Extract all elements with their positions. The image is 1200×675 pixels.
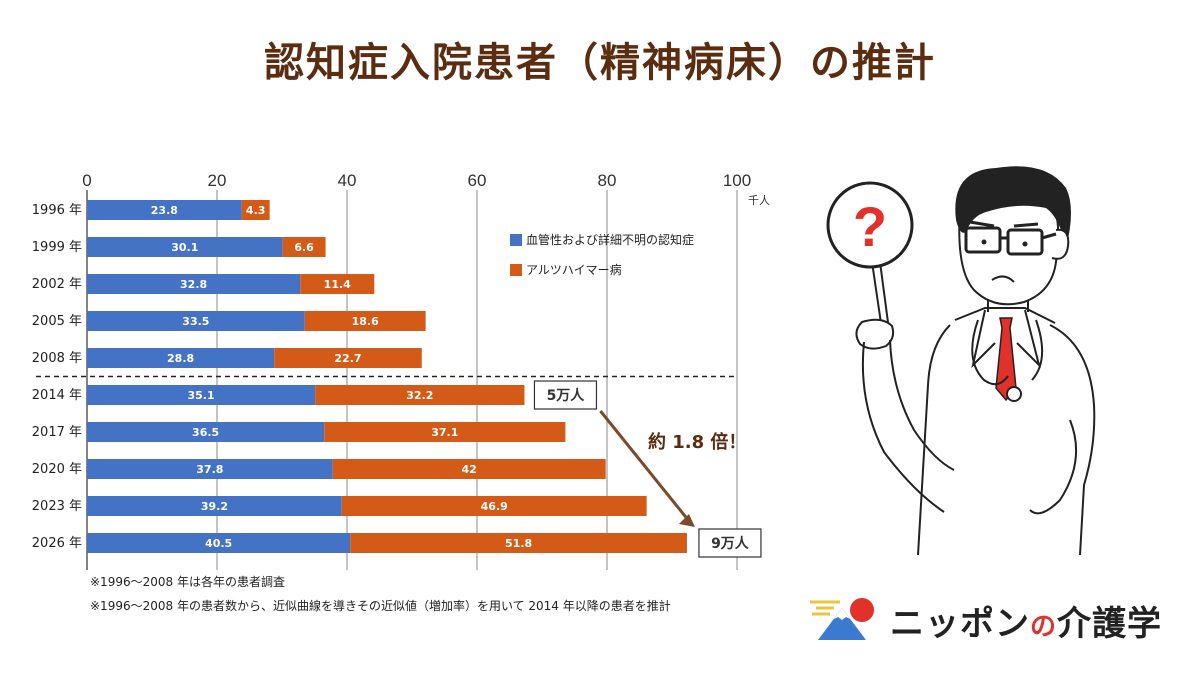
bar-value-label: 46.9 xyxy=(481,500,508,513)
bar-value-label: 33.5 xyxy=(182,315,209,328)
bar-segment xyxy=(282,237,326,257)
legend-swatch xyxy=(510,234,522,246)
bar-segment xyxy=(304,311,426,331)
x-tick-label: 20 xyxy=(208,171,227,190)
bar-segment xyxy=(87,459,333,479)
question-mark-icon: ? xyxy=(853,195,887,258)
category-label: 2002 年 xyxy=(32,277,82,292)
mount-fuji-logo-icon xyxy=(810,598,874,640)
logo-text: ニッポンの介護学 xyxy=(890,596,1162,645)
legend-label: アルツハイマー病 xyxy=(526,262,622,277)
legend-label: 血管性および詳細不明の認知症 xyxy=(526,232,694,247)
bar-segment xyxy=(341,496,647,516)
annotation-growth-ratio: 約 1.8 倍！ xyxy=(648,431,746,453)
growth-arrow xyxy=(599,410,691,522)
x-tick-label: 40 xyxy=(338,171,357,190)
bar-segment xyxy=(87,348,275,368)
bar-value-label: 11.4 xyxy=(324,278,351,291)
category-label: 2026 年 xyxy=(32,536,82,551)
bar-value-label: 32.8 xyxy=(180,278,207,291)
bar-segment xyxy=(87,237,283,257)
x-tick-label: 80 xyxy=(598,171,617,190)
bar-segment xyxy=(87,200,242,220)
category-label: 2017 年 xyxy=(32,425,82,440)
bar-value-label: 37.8 xyxy=(196,463,223,476)
bar-value-label: 37.1 xyxy=(431,426,458,439)
category-label: 1996 年 xyxy=(32,203,82,218)
bar-value-label: 18.6 xyxy=(352,315,379,328)
bar-value-label: 36.5 xyxy=(192,426,219,439)
bar-segment xyxy=(332,459,606,479)
x-unit-label: 千人 xyxy=(748,194,770,207)
category-label: 2008 年 xyxy=(32,351,82,366)
bar-segment xyxy=(87,385,316,405)
footnote-survey: ※1996～2008 年は各年の患者調査 xyxy=(90,575,285,589)
bar-segment xyxy=(87,311,305,331)
bar-segment xyxy=(315,385,525,405)
footnote-estimation: ※1996～2008 年の患者数から、近似曲線を導きその近似値（増加率）を用いて… xyxy=(90,599,671,613)
category-label: 2020 年 xyxy=(32,462,82,477)
bar-segment xyxy=(87,533,351,553)
annotation-9man: 9万人 xyxy=(711,535,750,552)
logo-text-no: の xyxy=(1030,612,1058,642)
bar-value-label: 28.8 xyxy=(167,352,194,365)
logo-text-kaigogaku: 介護学 xyxy=(1057,604,1163,644)
logo-text-nippon: ニッポン xyxy=(890,604,1030,644)
bar-segment xyxy=(87,496,342,516)
bar-value-label: 6.6 xyxy=(294,241,314,254)
category-label: 2005 年 xyxy=(32,314,82,329)
stacked-bar-chart: 0 20 40 60 80 100 千人 23.8 4.3 30.1 6.6 32.8 11.4 33.… xyxy=(32,171,770,570)
bar-value-label: 42 xyxy=(462,463,477,476)
bar-segment xyxy=(87,274,301,294)
bar-segment xyxy=(300,274,375,294)
bar-segment xyxy=(241,200,270,220)
bar-value-label: 4.3 xyxy=(246,204,266,217)
bar-value-label: 32.2 xyxy=(406,389,433,402)
category-label: 1999 年 xyxy=(32,240,82,255)
x-tick-label: 0 xyxy=(82,171,91,190)
category-label: 2023 年 xyxy=(32,499,82,514)
bar-segment xyxy=(274,348,422,368)
bar-value-label: 35.1 xyxy=(188,389,215,402)
question-sign xyxy=(826,181,914,269)
bar-value-label: 22.7 xyxy=(334,352,361,365)
doctor-illustration: ? xyxy=(826,166,1096,556)
annotation-box-9man xyxy=(698,528,762,558)
bar-value-label: 39.2 xyxy=(201,500,228,513)
annotation-5man: 5万人 xyxy=(547,387,586,404)
category-label: 2014 年 xyxy=(32,388,82,403)
growth-arrow-head xyxy=(678,514,695,527)
x-tick-label: 100 xyxy=(723,171,751,190)
page-title: 認知症入院患者（精神病床）の推計 xyxy=(264,40,936,86)
legend-swatch xyxy=(510,264,522,276)
bar-value-label: 40.5 xyxy=(205,537,232,550)
annotation-box-5man xyxy=(533,380,598,410)
nippon-kaigogaku-logo: ニッポンの介護学 xyxy=(808,592,1188,648)
bar-segment xyxy=(350,533,687,553)
bar-value-label: 23.8 xyxy=(151,204,178,217)
bar-value-label: 30.1 xyxy=(171,241,198,254)
x-tick-label: 60 xyxy=(468,171,487,190)
bar-segment xyxy=(87,422,325,442)
bar-value-label: 51.8 xyxy=(505,537,532,550)
bar-segment xyxy=(324,422,566,442)
